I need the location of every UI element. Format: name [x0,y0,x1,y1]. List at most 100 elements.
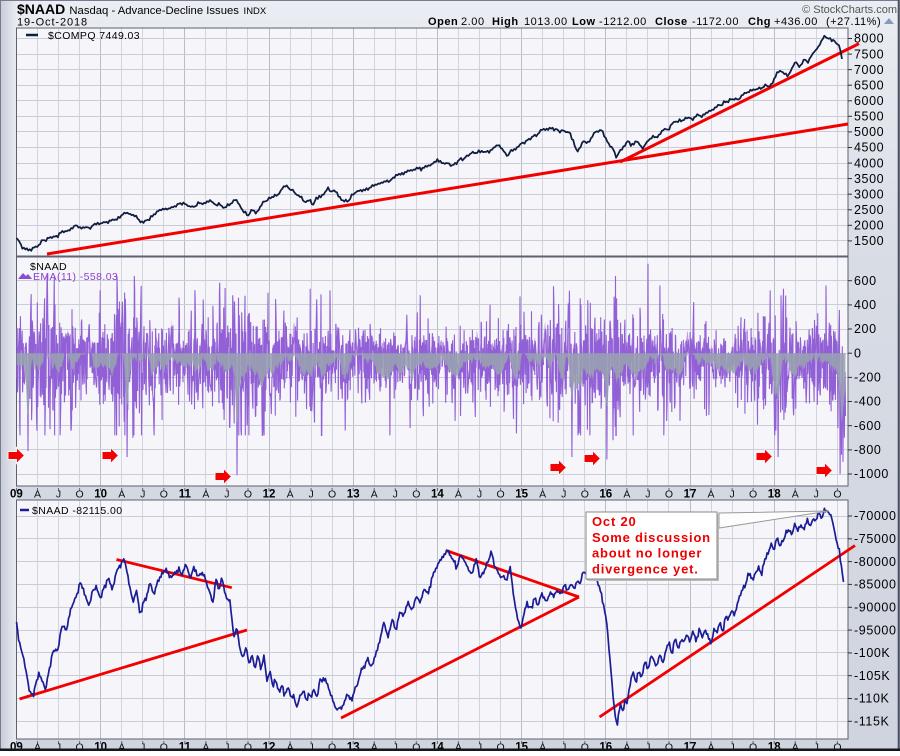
svg-text:12: 12 [263,489,276,501]
svg-text:J: J [308,489,313,501]
svg-text:Open: Open [428,16,458,28]
svg-text:Close: Close [655,16,688,28]
svg-text:-600: -600 [854,419,881,433]
svg-text:1500: 1500 [854,234,884,248]
svg-text:-1172.00: -1172.00 [692,16,739,28]
svg-text:-200: -200 [854,371,881,385]
svg-text:J: J [393,742,398,752]
svg-text:4500: 4500 [854,141,884,155]
svg-text:O: O [328,489,336,501]
svg-text:A: A [287,742,294,752]
svg-text:2.00: 2.00 [461,16,485,28]
svg-text:2000: 2000 [854,219,884,233]
svg-text:O: O [412,742,420,752]
svg-text:J: J [140,489,145,501]
svg-text:-75000: -75000 [854,532,897,546]
svg-text:J: J [477,489,482,501]
svg-text:$NAAD: $NAAD [30,261,67,273]
svg-text:09: 09 [10,489,23,501]
svg-text:A: A [623,742,630,752]
svg-text:O: O [749,742,757,752]
svg-text:J: J [814,489,819,501]
svg-text:0: 0 [854,346,862,360]
svg-text:O: O [833,489,841,501]
svg-text:J: J [477,742,482,752]
svg-text:A: A [539,742,546,752]
svg-text:6000: 6000 [854,94,884,108]
svg-text:A: A [371,742,378,752]
svg-text:O: O [76,742,84,752]
svg-text:divergence yet.: divergence yet. [592,561,699,576]
svg-text:A: A [34,742,41,752]
svg-text:J: J [56,489,61,501]
svg-text:-85000: -85000 [854,578,897,592]
svg-text:5500: 5500 [854,110,884,124]
svg-text:O: O [581,489,589,501]
svg-text:J: J [56,742,61,752]
svg-text:11: 11 [179,489,192,501]
svg-text:-70000: -70000 [854,509,897,523]
svg-text:5000: 5000 [854,125,884,139]
svg-text:© StockCharts.com: © StockCharts.com [802,4,897,16]
svg-text:O: O [244,489,252,501]
svg-text:O: O [833,742,841,752]
svg-text:15: 15 [515,489,528,501]
svg-text:7000: 7000 [854,63,884,77]
svg-text:O: O [160,742,168,752]
svg-text:8000: 8000 [854,32,884,46]
svg-text:A: A [118,742,125,752]
svg-text:A: A [707,742,714,752]
svg-text:High: High [492,16,519,28]
svg-text:J: J [729,489,734,501]
svg-text:O: O [328,742,336,752]
svg-text:O: O [412,489,420,501]
svg-text:17: 17 [684,489,697,501]
svg-text:10: 10 [94,489,107,501]
svg-text:-115K: -115K [854,715,889,729]
svg-text:7500: 7500 [854,47,884,61]
svg-text:+436.00: +436.00 [774,16,818,28]
svg-text:O: O [497,489,505,501]
svg-text:O: O [160,489,168,501]
svg-text:-100K: -100K [854,646,890,660]
svg-text:J: J [561,489,566,501]
svg-text:A: A [287,489,294,501]
svg-text:Some discussion: Some discussion [592,530,711,545]
svg-text:O: O [497,742,505,752]
svg-text:$NAAD Nasdaq - Advance-Decline: $NAAD Nasdaq - Advance-Decline Issues IN… [17,1,267,17]
svg-text:O: O [665,742,673,752]
svg-text:18: 18 [768,489,781,501]
svg-text:A: A [202,742,209,752]
svg-text:A: A [202,489,209,501]
svg-text:A: A [371,489,378,501]
svg-text:O: O [581,742,589,752]
svg-text:A: A [455,742,462,752]
svg-text:O: O [665,489,673,501]
svg-text:1013.00: 1013.00 [524,16,568,28]
svg-text:6500: 6500 [854,78,884,92]
svg-text:-1000: -1000 [854,467,889,481]
svg-text:O: O [749,489,757,501]
svg-text:about no longer: about no longer [592,546,702,561]
svg-text:A: A [539,489,546,501]
svg-text:19-Oct-2018: 19-Oct-2018 [17,17,88,29]
svg-text:200: 200 [854,322,877,336]
svg-text:600: 600 [854,274,877,288]
svg-text:J: J [308,742,313,752]
svg-text:-95000: -95000 [854,623,897,637]
svg-text:A: A [118,489,125,501]
svg-text:2500: 2500 [854,203,884,217]
svg-text:A: A [792,489,799,501]
svg-text:400: 400 [854,298,877,312]
svg-text:J: J [224,742,229,752]
svg-text:J: J [224,489,229,501]
svg-text:A: A [792,742,799,752]
svg-text:A: A [34,489,41,501]
svg-text:O: O [244,742,252,752]
svg-text:-90000: -90000 [854,601,897,615]
svg-text:J: J [561,742,566,752]
svg-text:$COMPQ 7449.03: $COMPQ 7449.03 [48,30,140,42]
svg-text:A: A [455,489,462,501]
svg-text:J: J [814,742,819,752]
svg-text:J: J [645,742,650,752]
